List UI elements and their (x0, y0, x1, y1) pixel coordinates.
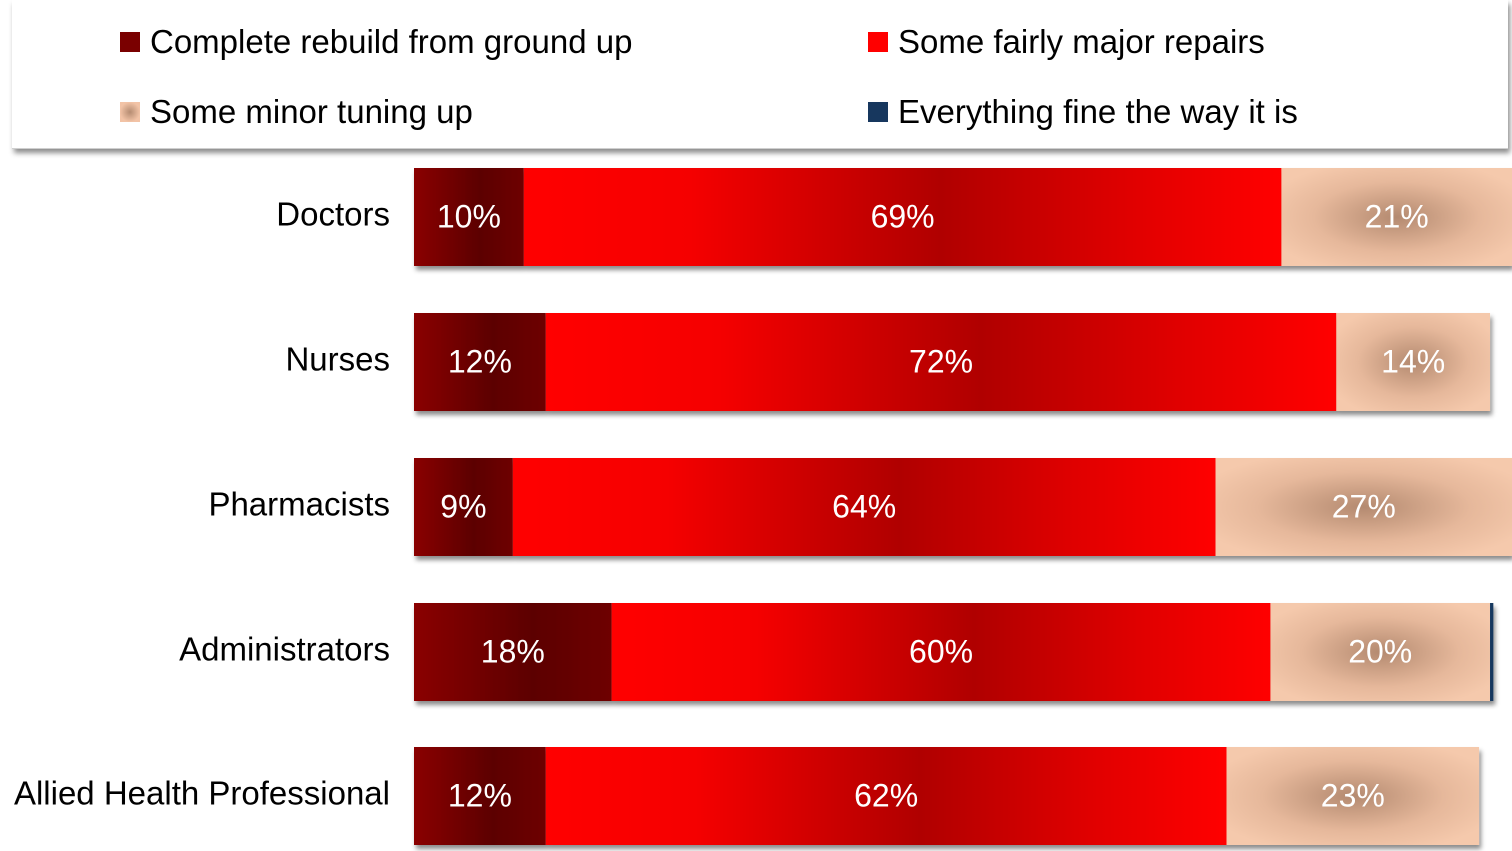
data-label-some-minor-tuning-up: 14% (1381, 343, 1445, 379)
legend-label-minor-tuning: Some minor tuning up (150, 93, 473, 130)
bar-segment-complete-rebuild-from-ground-up (414, 313, 546, 411)
bar-stack (414, 168, 1512, 266)
bar-segment-complete-rebuild-from-ground-up (414, 168, 524, 266)
data-label-some-fairly-major-repairs: 60% (909, 633, 973, 669)
legend-label-major-repairs: Some fairly major repairs (898, 23, 1265, 60)
data-label-some-minor-tuning-up: 20% (1348, 633, 1412, 669)
bar-stack (414, 313, 1491, 411)
category-label: Pharmacists (208, 486, 390, 523)
bar-stack (414, 747, 1480, 845)
data-label-complete-rebuild-from-ground-up: 9% (440, 488, 486, 524)
bar-segment-complete-rebuild-from-ground-up (414, 458, 513, 556)
bar-segment-complete-rebuild-from-ground-up (414, 603, 612, 701)
chart-legend: Complete rebuild from ground up Some fai… (12, 0, 1508, 149)
legend-swatch-everything-fine (868, 102, 888, 122)
category-label: Administrators (179, 631, 390, 668)
bar-row-allied-health-professional: Allied Health Professional 12% 62% 23% (14, 747, 1480, 845)
category-label: Allied Health Professional (14, 775, 390, 812)
legend-item-minor-tuning: Some minor tuning up (120, 92, 473, 132)
data-label-some-minor-tuning-up: 23% (1321, 777, 1385, 813)
bar-segment-some-fairly-major-repairs (512, 458, 1216, 556)
data-label-some-minor-tuning-up: 21% (1365, 198, 1429, 234)
data-label-complete-rebuild-from-ground-up: 10% (437, 198, 501, 234)
bar-segment-some-minor-tuning-up (1281, 168, 1512, 266)
category-label: Doctors (276, 196, 390, 233)
bar-row-administrators: Administrators 18% 60% 20% (179, 603, 1494, 701)
bar-segment-some-fairly-major-repairs (545, 747, 1227, 845)
legend-item-complete-rebuild: Complete rebuild from ground up (120, 22, 632, 62)
bar-segment-some-minor-tuning-up (1226, 747, 1480, 845)
legend-swatch-minor-tuning (120, 102, 140, 122)
bar-segment-everything-fine-the-way-it-is (1490, 603, 1494, 701)
bar-segment-some-fairly-major-repairs (611, 603, 1271, 701)
legend-swatch-complete-rebuild (120, 32, 140, 52)
bar-row-doctors: Doctors 10% 69% 21% (276, 168, 1512, 266)
legend-item-everything-fine: Everything fine the way it is (868, 92, 1298, 132)
legend-label-complete-rebuild: Complete rebuild from ground up (150, 23, 633, 60)
bar-row-nurses: Nurses 12% 72% 14% (285, 313, 1491, 411)
data-label-complete-rebuild-from-ground-up: 12% (448, 777, 512, 813)
bar-segment-complete-rebuild-from-ground-up (414, 747, 546, 845)
bar-stack (414, 458, 1512, 556)
bar-segment-some-fairly-major-repairs (523, 168, 1282, 266)
bars-layer: Doctors 10% 69% 21% Nurses 12% 72% 14% Pharmacis… (14, 168, 1512, 845)
data-label-some-minor-tuning-up: 27% (1332, 488, 1396, 524)
legend-label-everything-fine: Everything fine the way it is (898, 93, 1298, 130)
data-label-some-fairly-major-repairs: 62% (854, 777, 918, 813)
bar-segment-some-minor-tuning-up (1336, 313, 1491, 411)
bar-segment-some-minor-tuning-up (1215, 458, 1512, 556)
data-label-complete-rebuild-from-ground-up: 12% (448, 343, 512, 379)
legend-item-major-repairs: Some fairly major repairs (868, 22, 1265, 62)
data-label-some-fairly-major-repairs: 69% (871, 198, 935, 234)
category-label: Nurses (285, 341, 390, 378)
data-label-complete-rebuild-from-ground-up: 18% (481, 633, 545, 669)
legend-swatch-major-repairs (868, 32, 888, 52)
bar-row-pharmacists: Pharmacists 9% 64% 27% (208, 458, 1512, 556)
data-label-some-fairly-major-repairs: 72% (909, 343, 973, 379)
bar-stack (414, 603, 1494, 701)
bar-segment-some-minor-tuning-up (1270, 603, 1491, 701)
bar-segment-some-fairly-major-repairs (545, 313, 1337, 411)
data-label-some-fairly-major-repairs: 64% (832, 488, 896, 524)
